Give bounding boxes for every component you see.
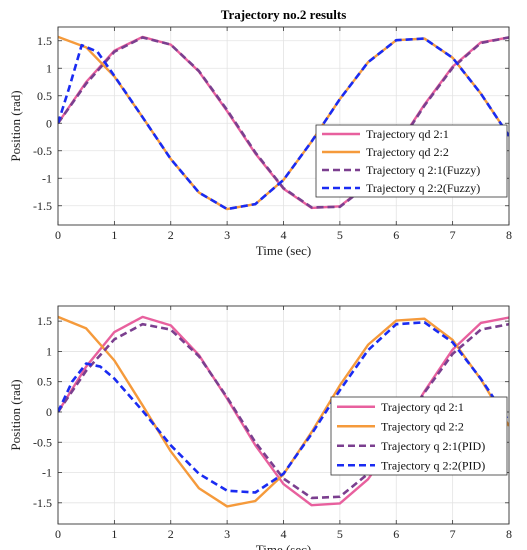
x-tick-label: 0 — [55, 228, 61, 242]
y-tick-label: 0 — [46, 116, 52, 130]
legend-label-0: Trajectory qd 2:1 — [381, 400, 464, 414]
x-tick-label: 1 — [111, 228, 117, 242]
legend-box — [330, 396, 508, 476]
x-tick-label: 7 — [450, 527, 456, 541]
x-tick-label: 7 — [450, 228, 456, 242]
chart-panel-top: 0 1 2 3 4 5 6 7 8 -1.5 -1 -0.5 0 0.5 1 1.5 Trajectory no… — [8, 7, 512, 258]
legend-label-3: Trajectory q 2:2(PID) — [381, 458, 485, 472]
x-tick-label: 1 — [111, 527, 117, 541]
y-tick-label: -1.5 — [33, 199, 52, 213]
chart-title: Trajectory no.2 results — [221, 7, 347, 22]
legend-label-2: Trajectory q 2:1(Fuzzy) — [366, 163, 480, 177]
legend-label-0: Trajectory qd 2:1 — [366, 127, 449, 141]
legend-label-1: Trajectory qd 2:2 — [381, 419, 464, 433]
y-tick-label: 1 — [46, 61, 52, 75]
legend-label-3: Trajectory q 2:2(Fuzzy) — [366, 181, 480, 195]
legend: Trajectory qd 2:1 Trajectory qd 2:2 Trajec… — [315, 124, 508, 198]
series-line-3 — [58, 37, 509, 211]
y-tick-label: -1 — [42, 466, 52, 480]
x-tick-label: 6 — [393, 527, 399, 541]
x-tick-label: 3 — [224, 228, 230, 242]
y-tick-label: -0.5 — [33, 144, 52, 158]
series-line-3 — [58, 321, 509, 494]
x-axis-label: Time (sec) — [256, 243, 312, 258]
series-line-2 — [58, 36, 509, 209]
y-tick-label: 0.5 — [37, 89, 52, 103]
y-tick-label: -1.5 — [33, 496, 52, 510]
legend-label-1: Trajectory qd 2:2 — [366, 145, 449, 159]
legend-box — [315, 124, 508, 198]
y-tick-label: 0 — [46, 405, 52, 419]
x-tick-label: 8 — [506, 527, 512, 541]
y-axis-label: Position (rad) — [8, 379, 23, 450]
x-tick-label: 5 — [337, 228, 343, 242]
y-tick-label: 1 — [46, 344, 52, 358]
x-tick-label: 3 — [224, 527, 230, 541]
y-tick-label: -0.5 — [33, 435, 52, 449]
x-tick-label: 8 — [506, 228, 512, 242]
y-tick-label: -1 — [42, 171, 52, 185]
y-axis-label: Position (rad) — [8, 90, 23, 161]
legend-label-2: Trajectory q 2:1(PID) — [381, 439, 485, 453]
chart-panel-bottom: 0 1 2 3 4 5 6 7 8 -1.5 -1 -0.5 0 0.5 1 1.5 Time (sec) Pos… — [8, 305, 512, 550]
x-tick-label: 4 — [281, 228, 287, 242]
x-tick-label: 5 — [337, 527, 343, 541]
y-tick-label: 0.5 — [37, 375, 52, 389]
x-tick-label: 4 — [281, 527, 287, 541]
y-tick-label: 1.5 — [37, 314, 52, 328]
y-tick-label: 1.5 — [37, 34, 52, 48]
series-line-0 — [58, 315, 509, 507]
x-tick-label: 6 — [393, 228, 399, 242]
series-line-2 — [58, 322, 509, 500]
x-tick-label: 2 — [168, 228, 174, 242]
x-tick-label: 0 — [55, 527, 61, 541]
x-tick-label: 2 — [168, 527, 174, 541]
series-line-1 — [58, 35, 509, 211]
legend: Trajectory qd 2:1 Trajectory qd 2:2 Trajec… — [330, 396, 508, 476]
x-axis-label: Time (sec) — [256, 542, 312, 550]
